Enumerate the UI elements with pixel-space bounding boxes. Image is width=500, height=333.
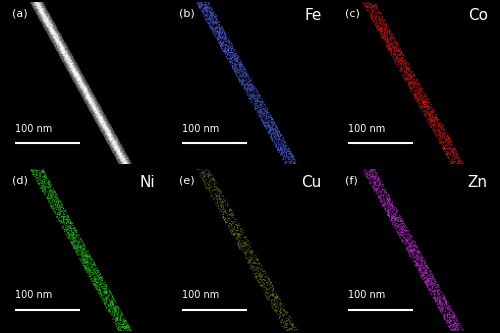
Text: 100 nm: 100 nm [348, 290, 386, 300]
Text: 100 nm: 100 nm [16, 124, 52, 134]
Text: 100 nm: 100 nm [182, 290, 219, 300]
Text: 100 nm: 100 nm [348, 124, 386, 134]
Text: (f): (f) [345, 175, 358, 185]
Text: (a): (a) [12, 8, 28, 18]
Text: (c): (c) [345, 8, 360, 18]
Text: (e): (e) [178, 175, 194, 185]
Text: Co: Co [468, 8, 488, 23]
Text: Fe: Fe [304, 8, 322, 23]
Text: Zn: Zn [468, 175, 488, 190]
Text: (b): (b) [178, 8, 194, 18]
Text: 100 nm: 100 nm [182, 124, 219, 134]
Text: (d): (d) [12, 175, 28, 185]
Text: 100 nm: 100 nm [16, 290, 52, 300]
Text: Ni: Ni [140, 175, 155, 190]
Text: Cu: Cu [301, 175, 322, 190]
